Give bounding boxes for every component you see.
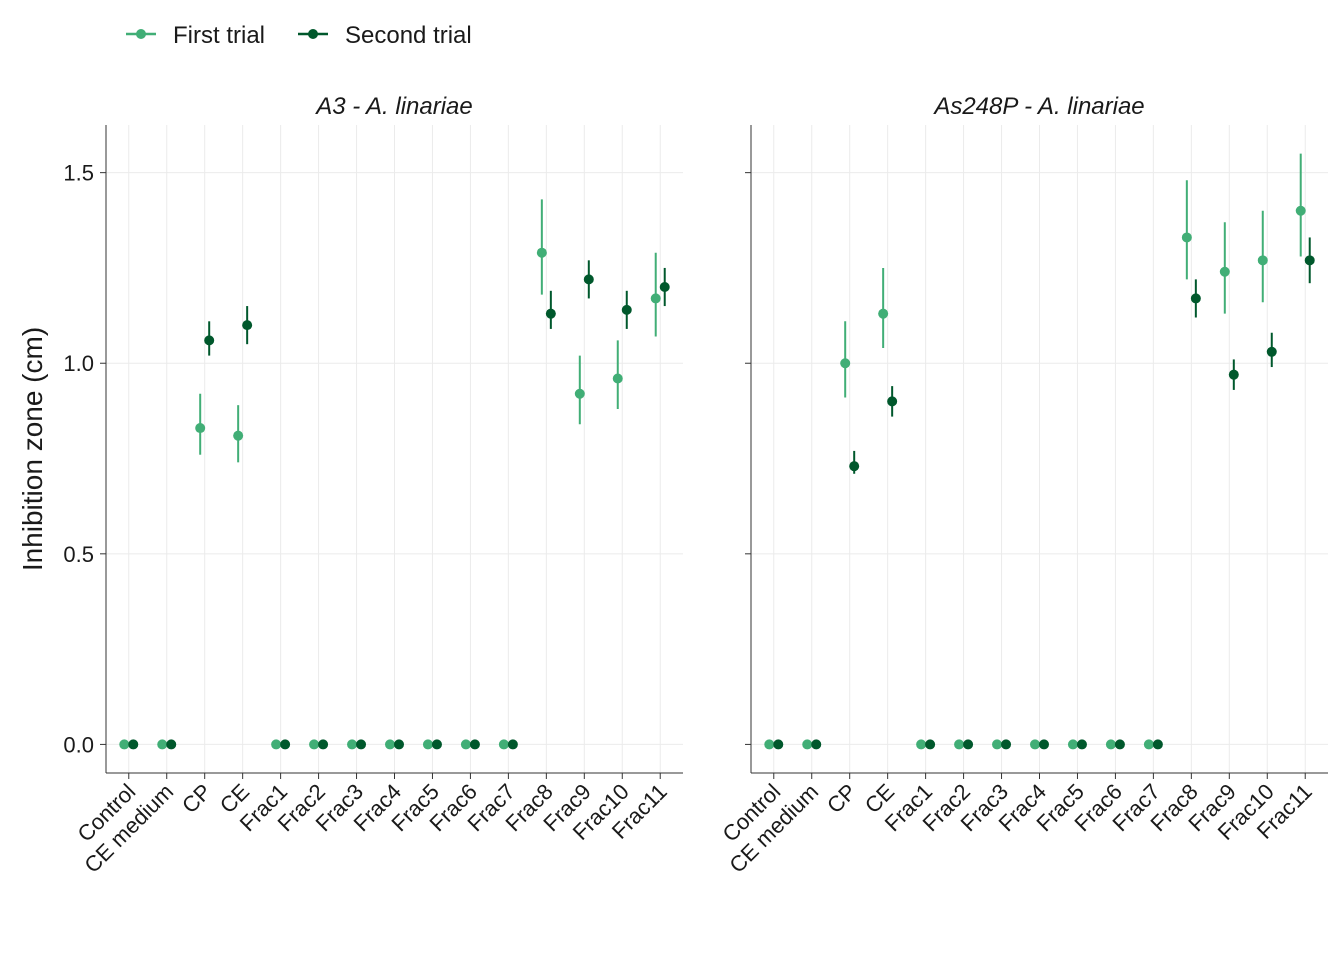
panel-title: A3 - A. linariae	[314, 93, 473, 120]
data-point	[1266, 346, 1277, 357]
legend-key-point	[308, 29, 318, 39]
data-point	[385, 739, 395, 750]
data-point	[1295, 205, 1306, 216]
data-point	[1143, 739, 1154, 750]
data-point	[119, 739, 130, 750]
panel-title: As248P - A. linariae	[932, 93, 1144, 120]
y-tick-label: 0.0	[63, 732, 94, 757]
data-point	[849, 461, 860, 472]
data-point	[840, 358, 851, 369]
y-tick-label: 1.0	[63, 351, 94, 376]
data-point	[460, 739, 471, 750]
legend: First trial Second trial	[126, 22, 472, 49]
data-point	[195, 423, 206, 434]
data-point	[280, 739, 291, 750]
data-point	[811, 739, 822, 750]
data-point	[422, 739, 433, 750]
data-point	[1257, 255, 1268, 266]
x-tick-label: CP	[177, 779, 216, 818]
data-point	[1228, 369, 1239, 380]
data-point	[659, 282, 670, 292]
data-point	[1030, 739, 1040, 750]
data-point	[1001, 739, 1012, 750]
data-point	[963, 739, 974, 750]
data-point	[583, 274, 594, 285]
legend-label: Second trial	[345, 22, 472, 49]
data-point	[764, 739, 775, 750]
data-point	[773, 739, 784, 750]
data-point	[1076, 739, 1087, 750]
data-point	[498, 739, 509, 750]
data-point	[1105, 739, 1116, 750]
data-point	[469, 739, 480, 750]
data-point	[802, 739, 813, 750]
legend-label: First trial	[173, 22, 265, 49]
y-tick-label: 1.5	[63, 161, 94, 186]
data-point	[309, 739, 320, 750]
data-point	[1304, 255, 1315, 266]
data-point	[356, 739, 367, 750]
y-tick-label: 0.5	[63, 542, 94, 567]
data-point	[650, 293, 661, 304]
data-point	[1181, 232, 1192, 243]
y-axis-title: Inhibition zone (cm)	[17, 327, 48, 571]
data-point	[916, 739, 927, 750]
data-point	[128, 739, 139, 750]
data-point	[1219, 266, 1230, 277]
data-point	[1039, 739, 1049, 750]
data-point	[925, 739, 936, 750]
data-point	[574, 388, 585, 399]
data-point	[347, 739, 358, 750]
data-point	[545, 308, 556, 319]
data-point	[394, 739, 404, 750]
data-point	[1067, 739, 1078, 750]
data-point	[233, 430, 244, 441]
data-point	[621, 304, 632, 315]
data-point	[992, 739, 1003, 750]
data-point	[887, 396, 898, 407]
data-point	[1152, 739, 1163, 750]
data-point	[242, 320, 253, 331]
data-point	[536, 247, 547, 258]
data-point	[1190, 293, 1201, 304]
data-point	[954, 739, 965, 750]
data-point	[271, 739, 282, 750]
data-point	[431, 739, 442, 750]
data-point	[612, 373, 623, 384]
legend-key-point	[136, 29, 146, 39]
data-point	[318, 739, 329, 750]
data-point	[1114, 739, 1125, 750]
x-tick-label: CP	[822, 779, 861, 818]
data-point	[204, 335, 215, 346]
data-point	[507, 739, 518, 750]
data-point	[878, 308, 889, 319]
data-point	[157, 739, 168, 750]
data-point	[166, 739, 177, 750]
